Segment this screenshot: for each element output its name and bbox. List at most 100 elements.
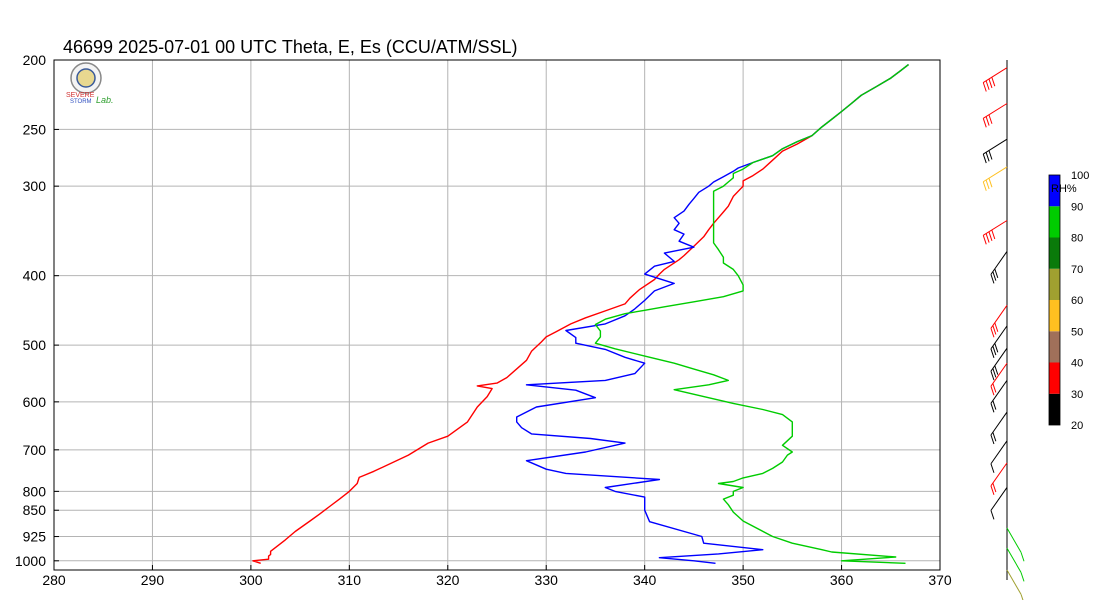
lab-logo-text-bottom: STORM	[70, 99, 92, 105]
x-tick-label: 370	[928, 572, 952, 588]
wind-barb-flag	[991, 229, 996, 240]
rh-colorbar-tick-label: 70	[1071, 264, 1083, 276]
wind-barb-shaft	[990, 487, 1008, 511]
wind-barb-shaft	[990, 462, 1008, 487]
wind-barb-flag	[992, 345, 997, 356]
y-tick-label: 1000	[15, 553, 46, 569]
wind-barb	[982, 103, 1008, 128]
wind-barb-flag	[988, 78, 993, 89]
wind-barb-flag	[994, 343, 999, 353]
x-tick-label: 350	[731, 572, 755, 588]
wind-barb-flag	[990, 434, 995, 445]
x-tick-label: 280	[42, 572, 66, 588]
wind-barb-flag	[985, 179, 990, 190]
wind-barb-flag	[990, 403, 995, 413]
rh-colorbar-tick-label: 20	[1071, 420, 1083, 432]
wind-barb-flag	[985, 233, 990, 243]
series-line-E	[516, 64, 909, 564]
wind-barb-flag	[994, 365, 999, 375]
y-tick-label: 300	[23, 178, 47, 194]
y-tick-label: 600	[23, 394, 47, 410]
lab-logo-text-lab: Lab.	[96, 95, 114, 105]
wind-barb-flag	[991, 77, 996, 87]
wind-barb-flag	[990, 386, 995, 396]
wind-barb-shaft	[990, 411, 1008, 436]
gridlines	[53, 59, 941, 570]
rh-colorbar-segment	[1049, 393, 1060, 425]
wind-barb-shaft	[982, 166, 1008, 183]
x-axis: 280 290 300 310 320 330 340 350 360 370	[42, 565, 952, 588]
x-tick-label: 310	[338, 572, 362, 588]
wind-barb-flag	[992, 368, 997, 378]
wind-barb-flag	[982, 235, 987, 245]
y-tick-label: 200	[23, 52, 47, 68]
wind-barb-flag	[990, 274, 995, 284]
wind-barb-flag	[982, 118, 987, 128]
wind-barb-shaft	[990, 347, 1008, 372]
wind-barb-flag	[1020, 552, 1025, 562]
wind-barb	[982, 67, 1008, 92]
rh-colorbar-segment	[1049, 206, 1060, 238]
wind-barb	[982, 220, 1008, 245]
rh-colorbar-frame	[1048, 174, 1061, 426]
y-tick-label: 250	[23, 121, 47, 137]
plot-frame	[53, 59, 941, 571]
wind-barb	[990, 251, 1008, 284]
rh-colorbar-tick-label: 80	[1071, 233, 1083, 245]
wind-barb	[990, 305, 1008, 338]
wind-barb-shaft	[990, 325, 1008, 350]
wind-barb	[990, 440, 1008, 473]
wind-barb-flag	[992, 271, 997, 281]
wind-barb	[1006, 547, 1025, 582]
wind-barb-flag	[1020, 572, 1025, 582]
lab-logo-text-top: SEVERE	[66, 92, 95, 99]
wind-barb	[982, 166, 1008, 191]
wind-barb-flag	[990, 463, 995, 473]
x-tick-label: 300	[239, 572, 263, 588]
chart-title: 46699 2025-07-01 00 UTC Theta, E, Es (CC…	[63, 37, 518, 57]
wind-barb-shaft	[1006, 547, 1022, 573]
wind-barb-flag	[994, 268, 999, 279]
wind-barb-flag	[985, 152, 990, 162]
y-tick-label: 700	[23, 442, 47, 458]
x-tick-label: 320	[436, 572, 460, 588]
wind-barb-flag	[992, 325, 997, 335]
wind-barb-flag	[988, 114, 993, 124]
wind-barb-flag	[992, 432, 997, 442]
rh-colorbar-segment	[1049, 362, 1060, 394]
wind-barb-flag	[988, 231, 993, 241]
wind-barb-flag	[992, 482, 997, 493]
rh-colorbar-segment	[1049, 300, 1060, 332]
wind-barb-shaft	[990, 380, 1008, 404]
wind-barb	[990, 462, 1008, 495]
wind-barb	[1006, 569, 1024, 600]
wind-barb-shaft	[1006, 527, 1022, 553]
wind-barb-flag	[994, 322, 999, 332]
y-tick-label: 500	[23, 337, 47, 353]
y-tick-label: 800	[23, 483, 47, 499]
wind-barb-shaft	[982, 220, 1008, 236]
x-tick-label: 340	[633, 572, 657, 588]
wind-barb-flag	[988, 150, 993, 160]
wind-barb-flag	[990, 510, 995, 520]
rh-colorbar-tick-label: 50	[1071, 326, 1083, 338]
wind-barb-flag	[985, 80, 990, 90]
rh-colorbar-segment	[1049, 175, 1060, 207]
wind-barb-flag	[982, 153, 987, 164]
y-axis: 200 250 300 400 500 600 700 800 850 925 1000	[15, 52, 59, 569]
x-tick-label: 290	[141, 572, 165, 588]
wind-barb-flag	[985, 116, 990, 126]
wind-barb	[982, 138, 1008, 164]
wind-barb	[990, 380, 1008, 413]
rh-colorbar-label: RH%	[1051, 183, 1077, 195]
wind-barb-shaft	[982, 138, 1008, 155]
rh-colorbar-segment	[1049, 331, 1060, 363]
wind-barb-flag	[992, 383, 997, 393]
series-layer	[252, 64, 909, 564]
wind-barb-flag	[988, 178, 993, 188]
wind-barb-shaft	[990, 305, 1008, 329]
x-tick-label: 330	[535, 572, 559, 588]
wind-barb-shaft	[1006, 569, 1022, 595]
wind-barb-flag	[992, 400, 997, 410]
